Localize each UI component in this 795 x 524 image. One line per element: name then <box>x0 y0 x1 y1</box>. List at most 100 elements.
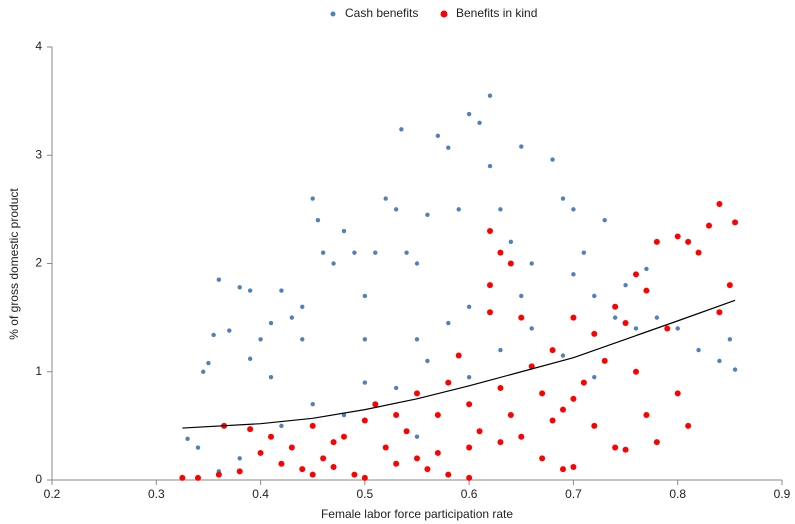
point <box>414 261 420 266</box>
trend-line <box>182 299 736 429</box>
point <box>560 353 566 358</box>
point <box>644 266 649 272</box>
point <box>215 471 222 478</box>
point <box>519 144 524 149</box>
point <box>268 320 274 326</box>
point <box>560 406 566 413</box>
point <box>383 196 388 201</box>
point <box>622 320 629 327</box>
point <box>434 449 441 456</box>
point <box>560 466 566 473</box>
point <box>404 250 409 255</box>
point <box>466 374 472 380</box>
point <box>315 218 321 223</box>
point <box>518 433 525 440</box>
point <box>257 449 264 456</box>
point <box>445 471 452 478</box>
point <box>529 326 534 331</box>
point <box>362 293 368 299</box>
point <box>685 422 692 429</box>
legend-marker <box>440 10 448 18</box>
point <box>310 196 315 201</box>
point <box>622 446 629 453</box>
point <box>498 347 503 353</box>
point <box>227 328 232 333</box>
point <box>653 238 660 245</box>
point <box>528 363 535 370</box>
point <box>434 412 441 419</box>
point <box>247 356 253 361</box>
point <box>487 228 493 235</box>
point <box>675 326 680 331</box>
point <box>414 337 420 342</box>
point <box>466 444 473 451</box>
point <box>623 282 628 288</box>
point <box>477 120 482 125</box>
point <box>361 474 368 481</box>
point <box>612 444 619 451</box>
legend-marker <box>330 11 336 17</box>
point <box>299 466 306 473</box>
point <box>487 93 493 98</box>
point <box>247 426 254 433</box>
point <box>361 417 368 424</box>
point <box>732 367 738 372</box>
legend-label: Cash benefits <box>345 6 418 20</box>
point <box>674 233 681 240</box>
point <box>507 260 514 267</box>
point <box>341 228 347 234</box>
point <box>300 304 305 309</box>
point <box>435 133 441 138</box>
point <box>633 326 639 331</box>
point <box>446 320 451 326</box>
point <box>539 390 546 397</box>
point <box>382 444 389 451</box>
point <box>236 468 243 475</box>
point <box>466 474 473 481</box>
x-axis-title: Female labor force participation rate <box>321 507 513 521</box>
point <box>571 207 576 212</box>
point <box>643 412 650 419</box>
point <box>424 466 431 473</box>
x-tick-label: 0.4 <box>252 487 269 501</box>
point <box>476 428 483 435</box>
point <box>362 380 368 385</box>
point <box>570 464 577 471</box>
point <box>372 401 379 408</box>
point <box>732 219 739 226</box>
point <box>455 352 462 359</box>
point <box>560 196 566 201</box>
point <box>654 315 660 320</box>
point <box>331 261 336 266</box>
legend-label: Benefits in kind <box>456 6 537 20</box>
point <box>466 111 472 117</box>
point <box>716 309 723 316</box>
point <box>351 471 358 478</box>
point <box>518 314 525 321</box>
point <box>414 455 420 462</box>
point <box>278 460 285 467</box>
point <box>352 250 357 255</box>
point <box>570 395 577 402</box>
point <box>414 390 420 397</box>
point <box>341 433 347 440</box>
point <box>247 288 253 293</box>
point <box>633 368 639 375</box>
point <box>487 282 493 289</box>
point <box>268 433 274 440</box>
point <box>393 412 400 419</box>
point <box>211 332 216 338</box>
point <box>487 163 493 169</box>
point <box>550 157 555 162</box>
x-tick-label: 0.7 <box>565 487 582 501</box>
point <box>696 347 701 353</box>
point <box>185 436 190 442</box>
point <box>706 222 712 229</box>
point <box>279 288 284 293</box>
point <box>309 422 316 429</box>
point <box>445 379 452 386</box>
point <box>309 471 316 478</box>
point <box>643 287 650 294</box>
point <box>717 358 722 364</box>
point <box>393 207 399 212</box>
